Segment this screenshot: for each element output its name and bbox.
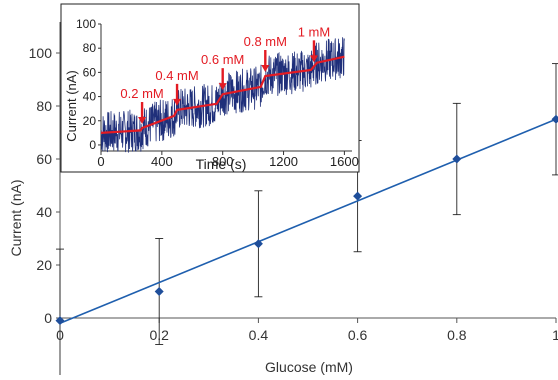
main-x-axis-label: Glucose (mM) [265,359,353,375]
inset-annotation-label: 0.2 mM [120,86,163,101]
main-x-tick-label: 0.8 [447,327,467,343]
inset-x-axis-label: Time (s) [196,156,247,172]
main-x-tick-label: 0.6 [348,327,368,343]
main-data-point [552,115,558,124]
inset-annotation-label: 0.6 mM [201,52,244,67]
inset-annotation-label: 0.4 mM [155,68,198,83]
inset-annotation-label: 1 mM [298,24,331,39]
main-x-tick-label: 0.4 [249,327,269,343]
inset-y-tick-label: 60 [83,65,97,79]
inset-y-tick-label: 0 [89,138,96,152]
main-y-ticks: 0 20 40 60 80 100 [29,45,60,326]
main-y-tick-label: 20 [36,257,52,273]
inset-y-tick-label: 20 [83,114,97,128]
main-x-tick-label: 1 [552,327,558,343]
inset-x-tick-label: 1600 [330,154,359,169]
main-y-tick-label: 60 [36,151,52,167]
main-y-tick-label: 80 [36,98,52,114]
inset-y-axis-label: Current (nA) [64,70,79,142]
main-y-tick-label: 40 [36,204,52,220]
inset-y-tick-label: 100 [76,17,96,31]
main-y-tick-label: 100 [29,45,53,61]
inset-x-tick-label: 400 [151,154,173,169]
inset-y-tick-label: 40 [83,90,97,104]
main-data-point [155,287,164,296]
inset-y-tick-label: 80 [83,41,97,55]
main-y-axis-label: Current (nA) [8,179,24,256]
inset-annotation-label: 0.8 mM [244,34,287,49]
inset-x-tick-label: 1200 [269,154,298,169]
main-y-tick-label: 0 [44,310,52,326]
inset-x-tick-label: 0 [97,154,104,169]
